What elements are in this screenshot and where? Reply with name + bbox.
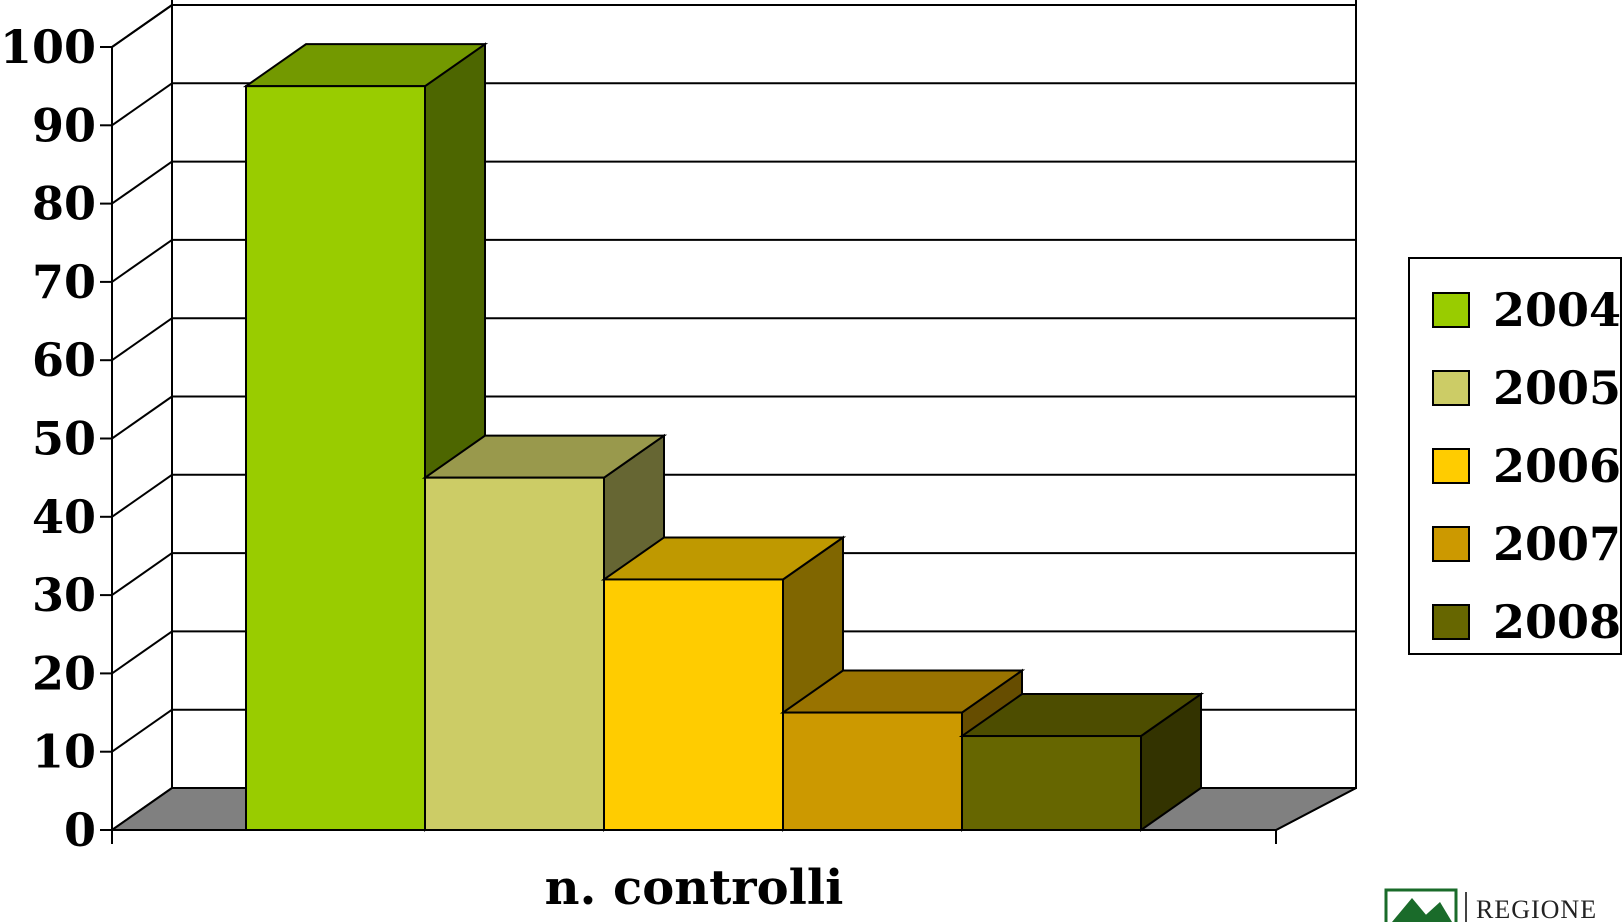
y-tick-label: 70	[32, 255, 96, 309]
legend: 2004 2005 2006 2007 2008	[1408, 257, 1622, 655]
legend-swatch	[1432, 448, 1470, 484]
legend-label: 2005	[1493, 361, 1621, 415]
gridline-side	[111, 552, 173, 596]
y-tick-label: 30	[32, 568, 96, 622]
gridline-side	[111, 473, 173, 518]
y-tick-label: 20	[32, 646, 96, 700]
legend-label: 2007	[1493, 517, 1621, 571]
bar-2008	[958, 692, 1205, 832]
gridline-side	[111, 160, 173, 205]
y-tick-label: 0	[64, 803, 96, 857]
regione-logo: REGIONE	[1384, 888, 1597, 922]
bar-front	[245, 85, 426, 831]
legend-label: 2006	[1493, 439, 1621, 493]
y-tick-label: 10	[32, 725, 96, 779]
bar-front	[603, 578, 784, 831]
gridline-side	[111, 395, 173, 440]
bar-front	[782, 711, 963, 831]
bar-2006	[600, 535, 847, 832]
logo-emblem-shape-icon	[1418, 902, 1452, 922]
legend-item-2006: 2006	[1432, 439, 1621, 493]
legend-item-2008: 2008	[1432, 595, 1621, 649]
legend-item-2004: 2004	[1432, 283, 1621, 337]
bar-front	[961, 735, 1142, 831]
legend-swatch	[1432, 370, 1470, 406]
logo-emblem-shape-icon	[1392, 898, 1432, 922]
y-axis: 0 10 20 30 40 50 60 70 80 90 100	[0, 20, 1277, 857]
y-tick-label: 100	[0, 20, 96, 74]
legend-swatch	[1432, 604, 1470, 640]
legend-swatch	[1432, 292, 1470, 328]
bar-front	[424, 476, 605, 831]
x-axis-label: n. controlli	[545, 860, 844, 916]
logo-text: REGIONE	[1476, 895, 1597, 922]
gridline-side	[111, 239, 173, 283]
y-tick-label: 90	[32, 98, 96, 152]
legend-swatch	[1432, 526, 1470, 562]
legend-item-2005: 2005	[1432, 361, 1621, 415]
y-tick-label: 50	[32, 412, 96, 466]
y-tick-label: 80	[32, 177, 96, 231]
gridline-side	[111, 82, 173, 127]
legend-item-2007: 2007	[1432, 517, 1621, 571]
gridline-side	[111, 4, 173, 48]
legend-label: 2008	[1493, 595, 1621, 649]
y-tick-label: 60	[32, 333, 96, 387]
y-tick-label: 40	[32, 490, 96, 544]
gridline-side	[111, 708, 173, 753]
legend-label: 2004	[1493, 283, 1621, 337]
gridline-side	[111, 630, 173, 675]
gridline-side	[111, 317, 173, 362]
bars	[242, 42, 1205, 832]
